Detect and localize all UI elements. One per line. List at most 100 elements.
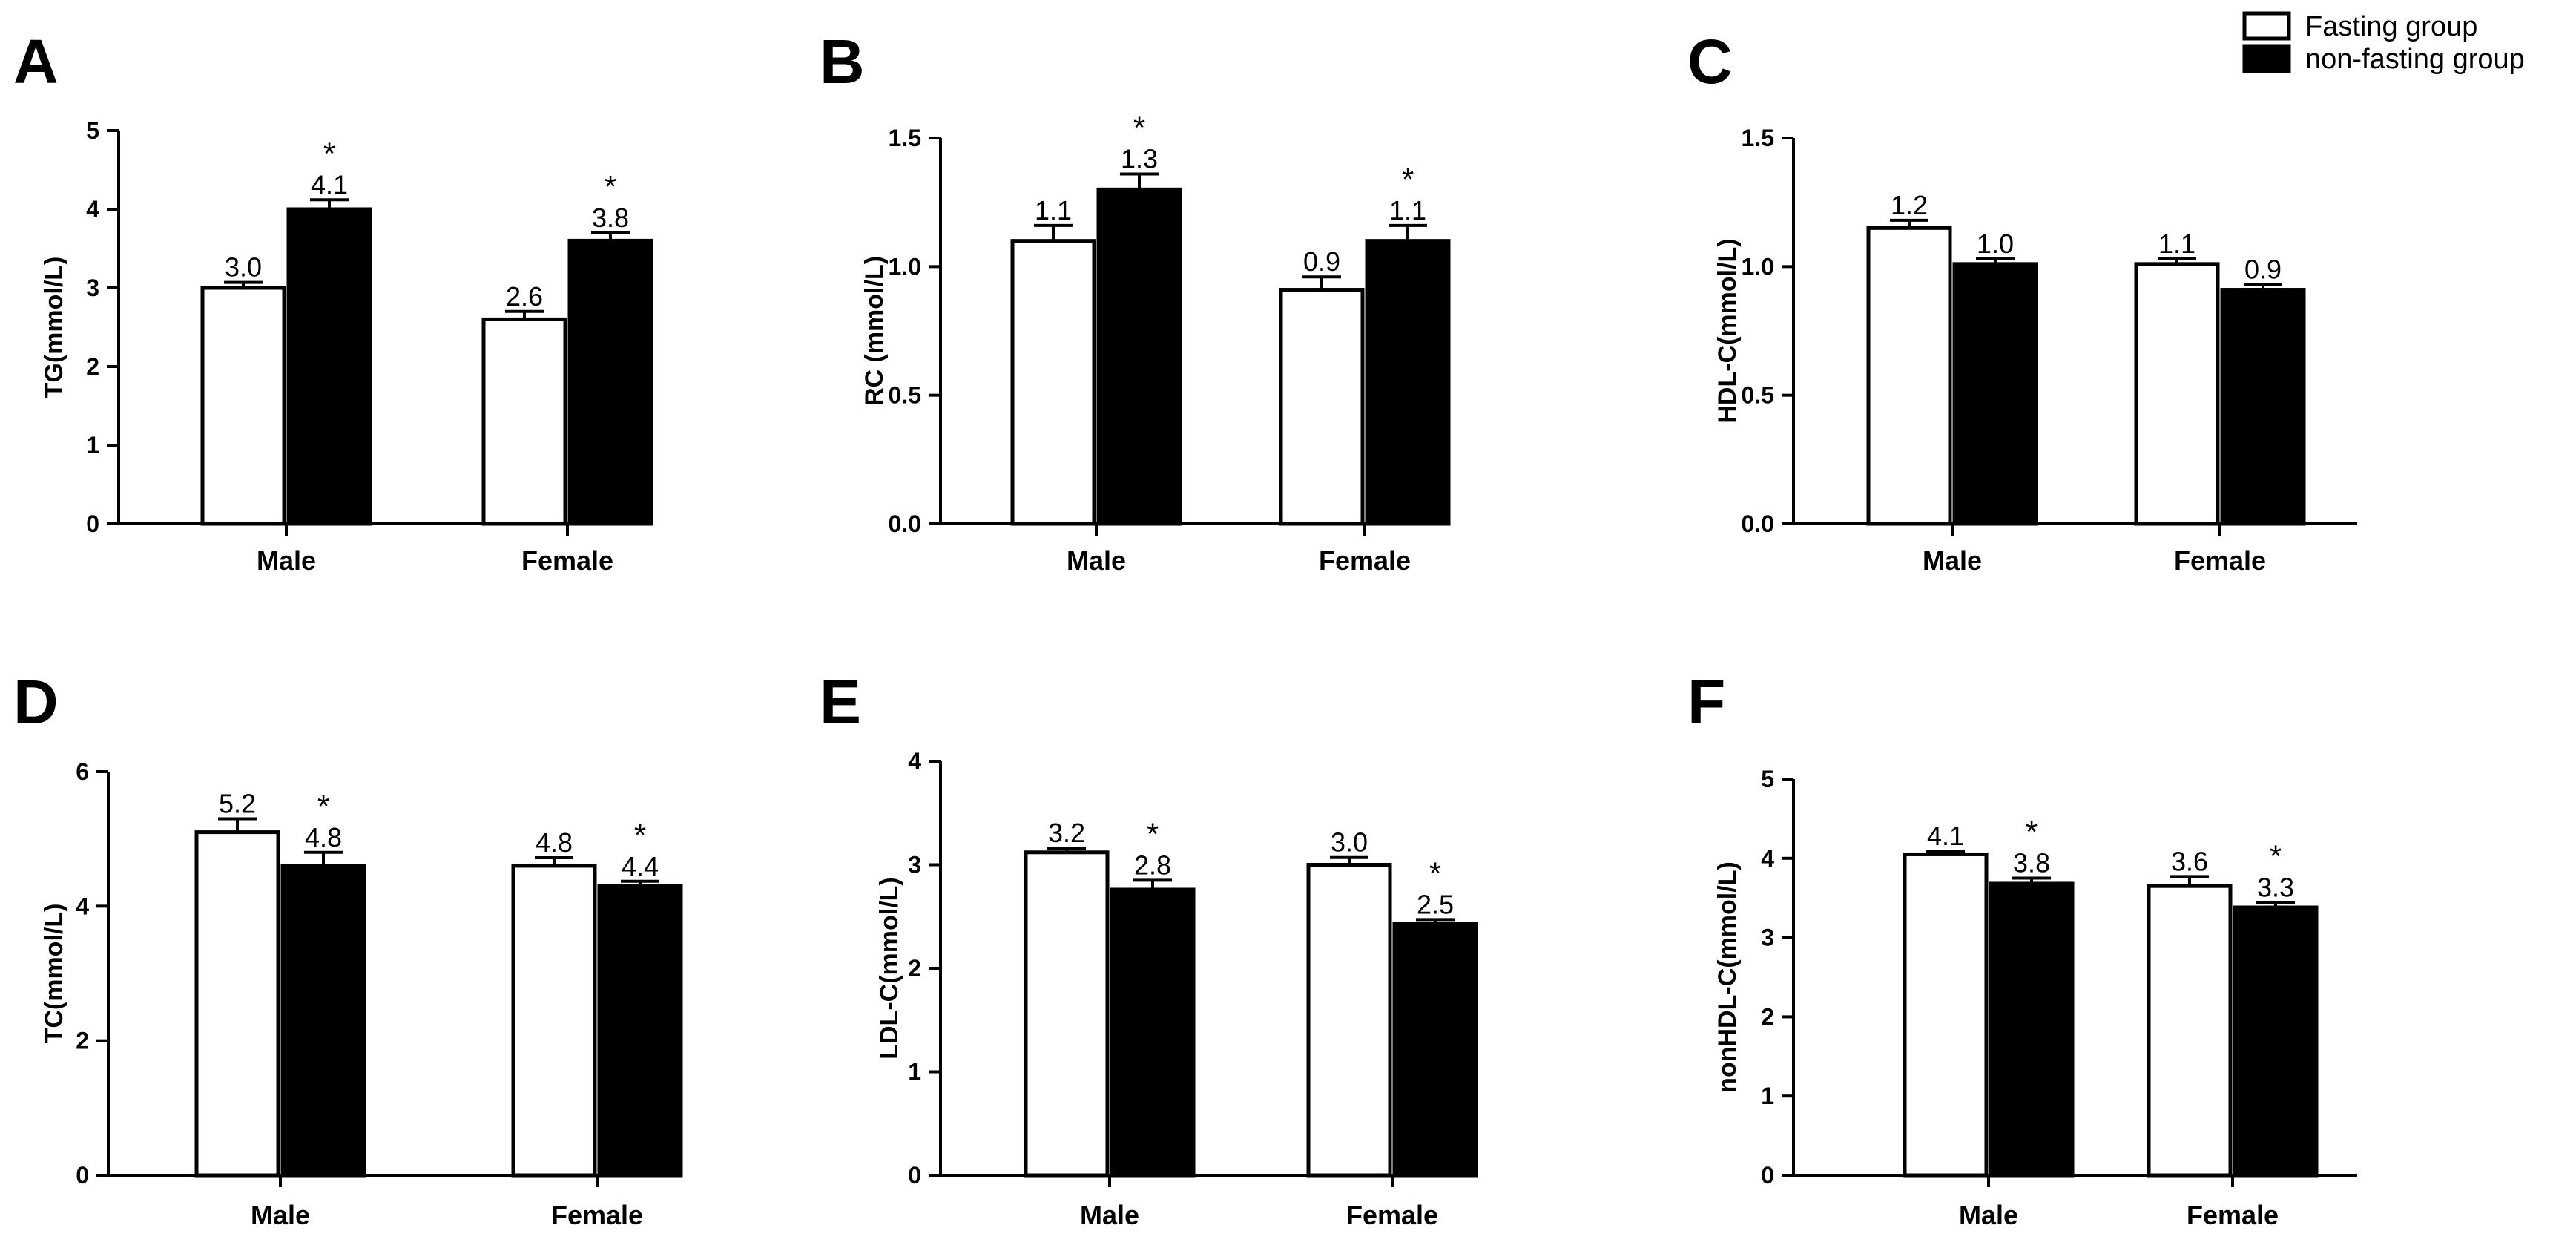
significance-star: *: [2270, 839, 2282, 874]
y-tick-label: 5: [86, 117, 99, 144]
bar-fasting-group: [2134, 262, 2220, 526]
x-tick-label-male: Male: [1923, 545, 1982, 576]
data-label: 3.0: [225, 252, 262, 283]
y-tick-label: 2: [1761, 1003, 1774, 1030]
y-axis-label: LDL-C(mmol/L): [875, 877, 903, 1060]
y-tick-label: 2: [908, 955, 921, 982]
bar-non-fasting-group: [280, 864, 366, 1178]
bar-fasting-group: [481, 317, 567, 526]
significance-star: *: [2026, 815, 2038, 850]
x-tick-label-male: Male: [251, 1200, 310, 1230]
panel-c: C HDL-C(mmol/L) 0.0 0.5 1.0 1.5 Male 1.2 1.0 Fema…: [1687, 27, 2357, 576]
bar-non-fasting-group: [1392, 922, 1478, 1178]
y-tick-label: 0: [76, 1162, 89, 1189]
data-label: 4.4: [622, 851, 659, 881]
y-axis-label: nonHDL-C(mmol/L): [1713, 861, 1742, 1093]
data-label: 0.9: [1303, 246, 1340, 277]
y-tick-label: 1.0: [1742, 253, 1774, 280]
data-label: 3.2: [1048, 818, 1085, 848]
y-tick-label: 0: [86, 510, 99, 537]
bar-fasting-group: [1010, 239, 1096, 526]
data-label: 1.0: [1977, 229, 2014, 259]
panel-b: BRC (mmol/L)0.00.51.01.5Male1.11.3*Femal…: [820, 27, 1451, 576]
data-label: 1.1: [1389, 195, 1426, 226]
y-tick-label: 4: [908, 748, 921, 775]
x-tick-label-female: Female: [551, 1200, 643, 1230]
bar-fasting-group: [194, 830, 280, 1178]
bar-non-fasting-group: [2220, 288, 2306, 526]
x-tick-label-female: Female: [2187, 1200, 2279, 1230]
legend-swatch-non-fasting: [2242, 44, 2291, 73]
panel-letter: F: [1687, 667, 1725, 737]
data-label: 4.8: [536, 827, 573, 858]
y-tick-label: 5: [1761, 766, 1774, 792]
bar-fasting-group: [511, 864, 597, 1178]
x-tick-label-female: Female: [1346, 1200, 1438, 1230]
data-label: 1.3: [1121, 144, 1158, 174]
x-tick-label-female: Female: [2174, 545, 2266, 576]
y-tick-label: 6: [76, 758, 89, 785]
significance-star: *: [1402, 162, 1414, 197]
y-tick-label: 1.0: [889, 253, 921, 280]
panel-letter: B: [820, 27, 865, 96]
data-label: 3.8: [2013, 848, 2050, 878]
significance-star: *: [1133, 111, 1145, 145]
y-tick-label: 0: [1761, 1162, 1774, 1189]
y-tick-label: 0.0: [889, 510, 921, 537]
y-tick-label: 4: [76, 893, 89, 919]
y-axis-label: TC(mmol/L): [40, 904, 68, 1044]
bar-non-fasting-group: [597, 884, 683, 1178]
y-tick-label: 0.0: [1742, 510, 1774, 537]
data-label: 2.8: [1134, 850, 1171, 880]
y-tick-label: 3: [1761, 924, 1774, 951]
y-tick-label: 1: [1761, 1083, 1774, 1109]
y-tick-label: 1.5: [889, 125, 921, 151]
data-label: 1.2: [1891, 190, 1928, 220]
bar-non-fasting-group: [1989, 881, 2075, 1178]
panel-f: FnonHDL-C(mmol/L)012345Male4.13.8*Female…: [1687, 667, 2357, 1230]
significance-star: *: [605, 169, 616, 204]
bar-fasting-group: [2147, 884, 2233, 1178]
bar-fasting-group: [1866, 226, 1952, 526]
data-label: 4.8: [305, 822, 342, 853]
significance-star: *: [317, 789, 329, 824]
bar-fasting-group: [1903, 852, 1989, 1178]
significance-star: *: [1147, 816, 1159, 851]
y-axis-label: HDL-C(mmol/L): [1713, 238, 1742, 423]
y-tick-label: 2: [86, 353, 99, 380]
significance-star: *: [323, 136, 335, 171]
x-tick-label-male: Male: [1067, 545, 1126, 576]
data-label: 4.1: [311, 169, 348, 200]
y-tick-label: 0: [908, 1162, 921, 1189]
bar-non-fasting-group: [1096, 187, 1182, 526]
y-tick-label: 3: [908, 852, 921, 878]
data-label: 2.5: [1417, 889, 1454, 919]
bar-fasting-group: [1279, 288, 1365, 526]
bar-non-fasting-group: [286, 207, 372, 526]
y-tick-label: 1.5: [1742, 125, 1774, 151]
panel-letter: D: [13, 667, 59, 737]
y-tick-label: 0.5: [1742, 382, 1774, 409]
data-label: 0.9: [2244, 254, 2282, 285]
panel-letter: C: [1687, 27, 1733, 96]
panel-letter: E: [820, 667, 861, 737]
bar-non-fasting-group: [1110, 887, 1196, 1178]
y-axis-label: RC (mmol/L): [860, 256, 889, 406]
bar-non-fasting-group: [2233, 905, 2319, 1178]
x-tick-label-male: Male: [257, 545, 316, 576]
data-label: 3.0: [1331, 827, 1368, 858]
bar-non-fasting-group: [1952, 262, 2038, 526]
y-tick-label: 2: [76, 1028, 89, 1054]
x-tick-label-male: Male: [1080, 1200, 1139, 1230]
y-tick-label: 0.5: [889, 382, 921, 409]
bar-fasting-group: [1306, 863, 1392, 1178]
panel-a: ATG(mmol/L)012345Male3.04.1*Female2.63.8…: [13, 27, 653, 576]
bar-fasting-group: [1024, 850, 1110, 1178]
significance-star: *: [1429, 855, 1441, 890]
x-tick-label-male: Male: [1959, 1200, 2018, 1230]
data-label: 3.3: [2257, 873, 2294, 903]
bar-non-fasting-group: [1365, 239, 1451, 526]
